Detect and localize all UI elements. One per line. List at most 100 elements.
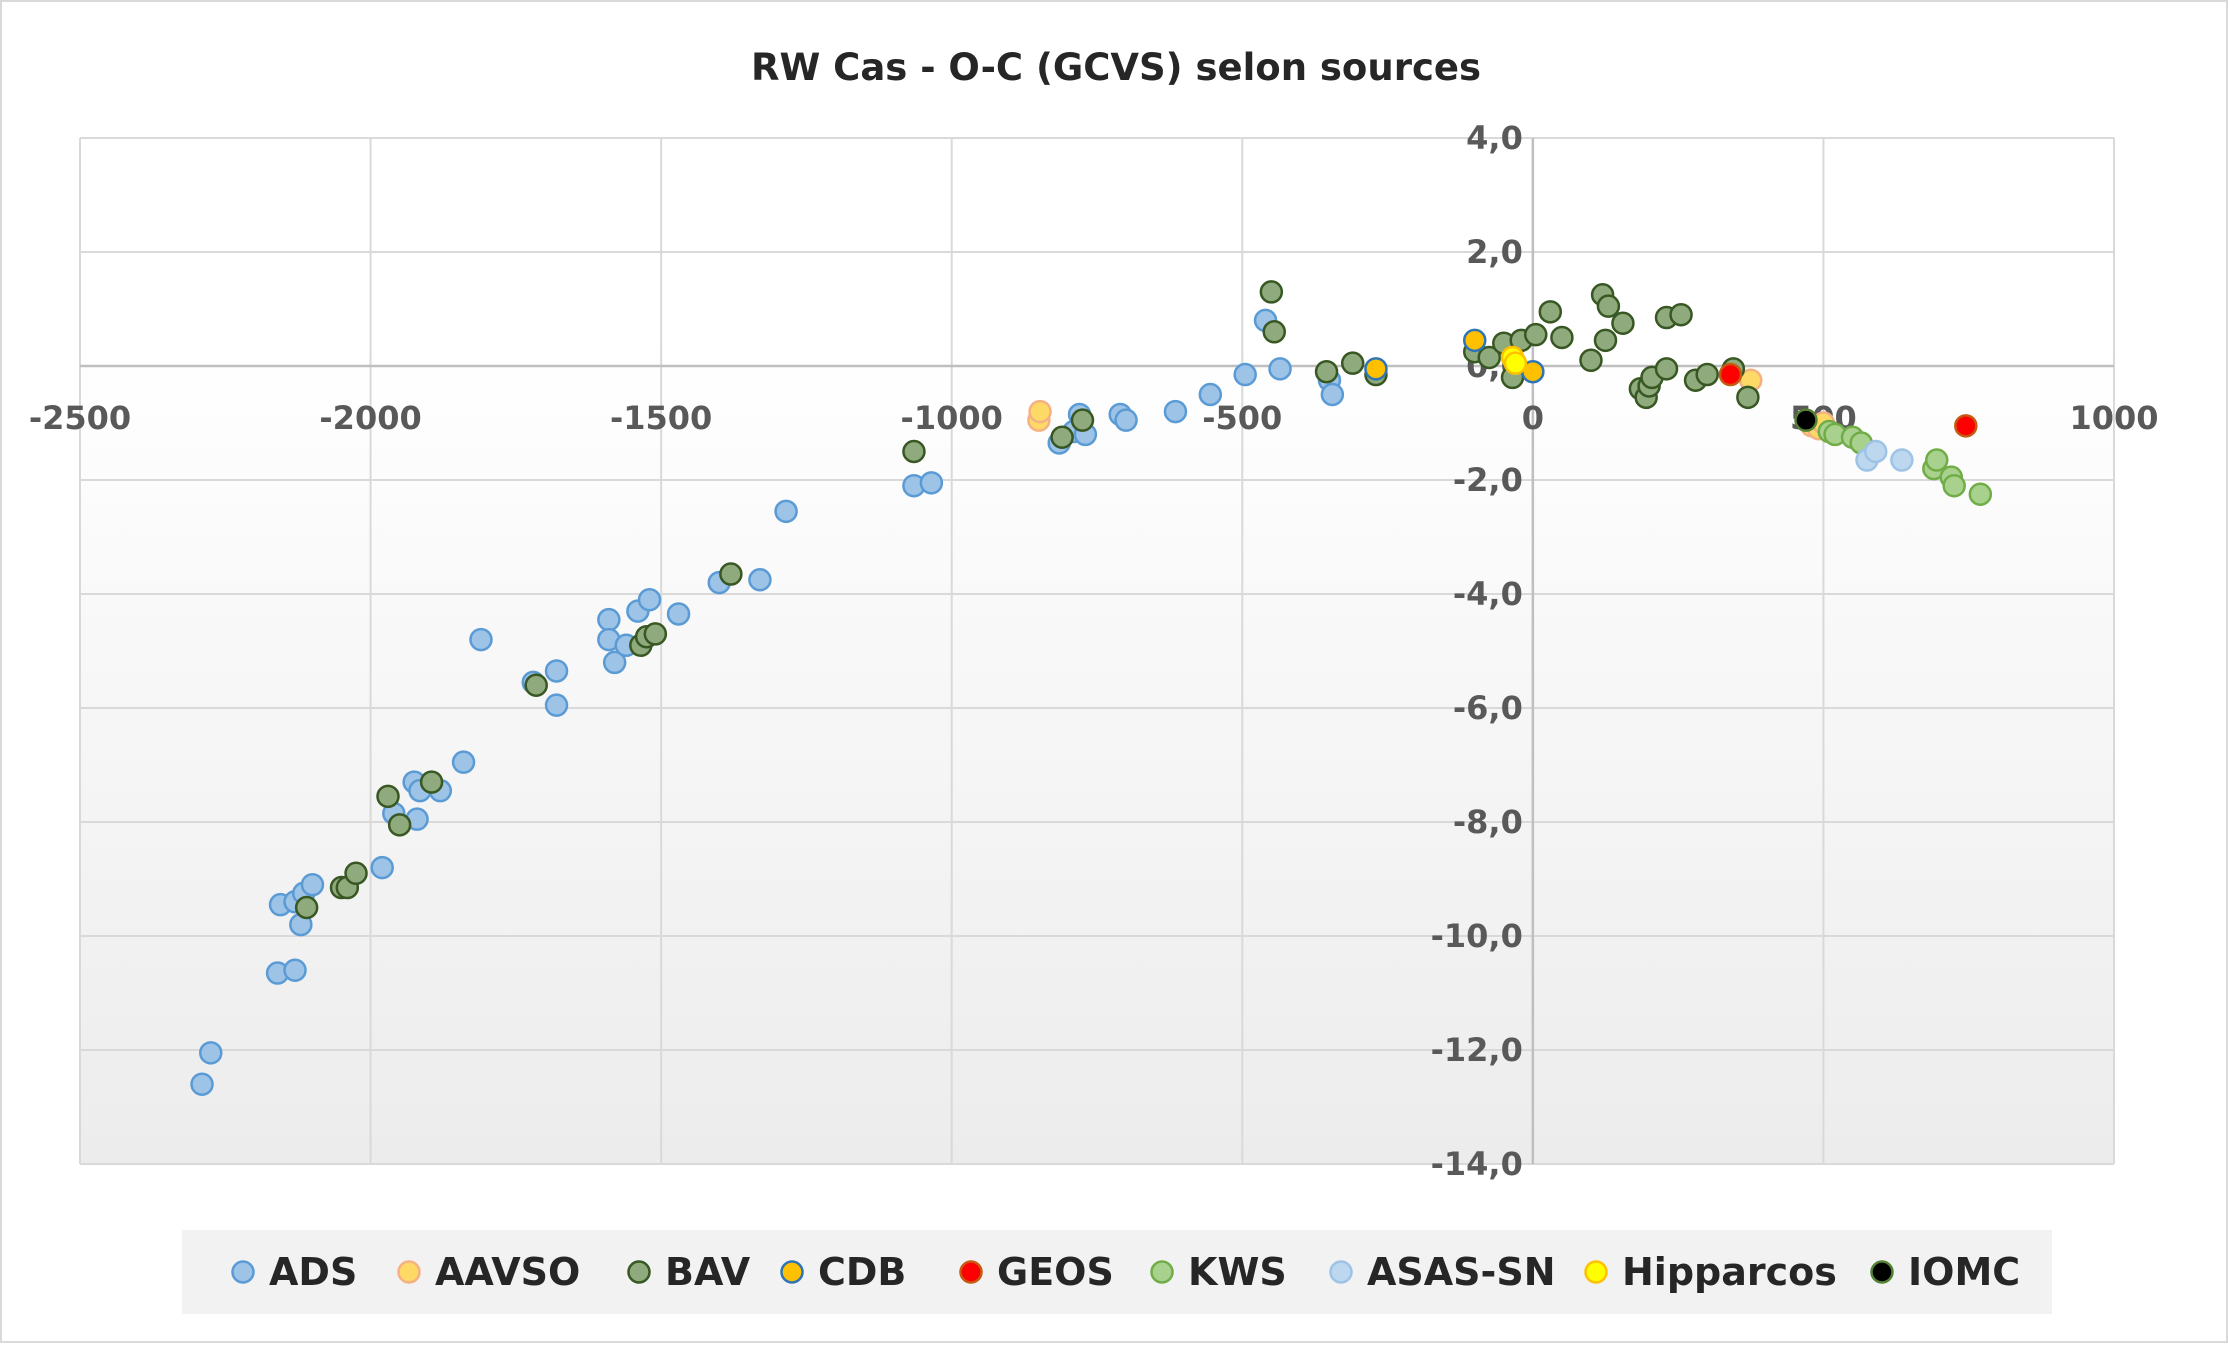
series-iomc bbox=[1794, 408, 1818, 432]
legend-marker bbox=[780, 1260, 804, 1284]
legend-background bbox=[182, 1230, 2052, 1314]
legend-label: IOMC bbox=[1908, 1250, 2020, 1294]
chart-title: RW Cas - O-C (GCVS) selon sources bbox=[751, 46, 1481, 89]
series-kws bbox=[1817, 419, 1993, 506]
legend-marker bbox=[231, 1260, 255, 1284]
legend-marker bbox=[627, 1260, 651, 1284]
data-point bbox=[643, 622, 668, 646]
data-point bbox=[597, 607, 621, 632]
y-tick-label: -2,0 bbox=[1453, 461, 1523, 499]
data-point bbox=[1794, 408, 1818, 432]
data-point bbox=[1669, 302, 1693, 327]
x-tick-label: -2500 bbox=[29, 399, 131, 437]
data-point bbox=[1028, 399, 1052, 424]
series-ads bbox=[190, 308, 1345, 1096]
y-tick-label: 2,0 bbox=[1466, 233, 1523, 271]
series-geos bbox=[1718, 362, 1978, 438]
data-point bbox=[774, 499, 798, 524]
legend-marker bbox=[1870, 1260, 1894, 1284]
y-tick-label: -12,0 bbox=[1431, 1031, 1523, 1069]
data-point bbox=[469, 627, 493, 652]
data-point bbox=[1364, 357, 1388, 381]
data-point bbox=[1503, 351, 1528, 375]
series-hipparcos bbox=[1500, 345, 1528, 375]
data-point bbox=[1968, 482, 1993, 506]
data-point bbox=[637, 587, 662, 612]
y-tick-label: -14,0 bbox=[1431, 1145, 1523, 1183]
data-point bbox=[544, 659, 569, 683]
y-tick-label: -4,0 bbox=[1453, 575, 1523, 613]
legend-label: ASAS-SN bbox=[1367, 1250, 1556, 1294]
data-point bbox=[1340, 351, 1365, 375]
data-point bbox=[1314, 359, 1339, 384]
plot-background bbox=[80, 138, 2114, 1164]
x-tick-label: -2000 bbox=[319, 399, 421, 437]
legend-marker bbox=[1150, 1260, 1174, 1284]
data-point bbox=[344, 861, 368, 886]
x-tick-label: -1000 bbox=[901, 399, 1003, 437]
y-tick-label: -8,0 bbox=[1453, 803, 1523, 841]
data-point bbox=[1050, 425, 1074, 449]
data-point bbox=[1070, 408, 1095, 432]
plot-area bbox=[80, 138, 2114, 1164]
legend-label: Hipparcos bbox=[1622, 1250, 1837, 1294]
data-point bbox=[748, 568, 772, 592]
x-tick-label: 1000 bbox=[2069, 399, 2158, 437]
data-point bbox=[1890, 448, 1914, 472]
data-point bbox=[1259, 280, 1284, 304]
data-point bbox=[1579, 348, 1603, 373]
legend: ADS AAVSO BAV CDB GEOS KWS ASAS-SN Hipparcos IOM… bbox=[182, 1230, 2052, 1314]
data-point bbox=[1320, 382, 1345, 407]
legend-marker bbox=[959, 1260, 983, 1284]
data-point bbox=[1477, 345, 1502, 370]
data-point bbox=[199, 1041, 223, 1065]
data-point bbox=[719, 562, 743, 586]
data-points bbox=[190, 280, 1993, 1096]
data-point bbox=[524, 673, 548, 697]
data-point bbox=[1198, 382, 1223, 407]
data-point bbox=[1550, 325, 1574, 350]
legend-label: KWS bbox=[1188, 1250, 1287, 1294]
x-tick-label: 0 bbox=[1522, 399, 1544, 437]
data-point bbox=[1462, 328, 1487, 353]
legend-marker bbox=[1584, 1260, 1608, 1284]
data-point bbox=[1262, 320, 1286, 344]
legend-label: ADS bbox=[269, 1250, 357, 1294]
data-point bbox=[919, 471, 944, 495]
data-point bbox=[294, 895, 319, 920]
data-point bbox=[387, 813, 412, 837]
data-point bbox=[451, 750, 476, 774]
data-point bbox=[544, 693, 569, 717]
data-point bbox=[370, 855, 394, 880]
data-point bbox=[1268, 357, 1292, 381]
data-point bbox=[602, 650, 627, 675]
legend-label: GEOS bbox=[997, 1250, 1114, 1294]
axes bbox=[80, 138, 2114, 1164]
data-point bbox=[1863, 439, 1888, 464]
data-point bbox=[666, 602, 691, 626]
legend-label: AAVSO bbox=[435, 1250, 580, 1294]
data-point bbox=[902, 439, 926, 464]
series-bav bbox=[294, 280, 1760, 920]
series-asas-sn bbox=[1855, 439, 1914, 472]
y-tick-label: 4,0 bbox=[1466, 119, 1523, 157]
data-point bbox=[1736, 385, 1760, 410]
y-tick-label: -6,0 bbox=[1453, 689, 1523, 727]
data-point bbox=[300, 872, 325, 897]
data-point bbox=[1524, 322, 1548, 347]
data-point bbox=[283, 958, 307, 982]
data-point bbox=[1611, 311, 1635, 335]
data-point bbox=[1654, 357, 1679, 381]
data-point bbox=[1538, 300, 1563, 324]
data-point bbox=[1163, 399, 1188, 424]
legend-marker bbox=[397, 1260, 421, 1284]
x-tick-label: -1500 bbox=[610, 399, 712, 437]
x-tick-label: -500 bbox=[1202, 399, 1282, 437]
data-point bbox=[190, 1072, 214, 1096]
data-point bbox=[1593, 328, 1618, 353]
data-point bbox=[1954, 414, 1978, 438]
data-point bbox=[419, 770, 444, 794]
data-point bbox=[1695, 362, 1719, 387]
